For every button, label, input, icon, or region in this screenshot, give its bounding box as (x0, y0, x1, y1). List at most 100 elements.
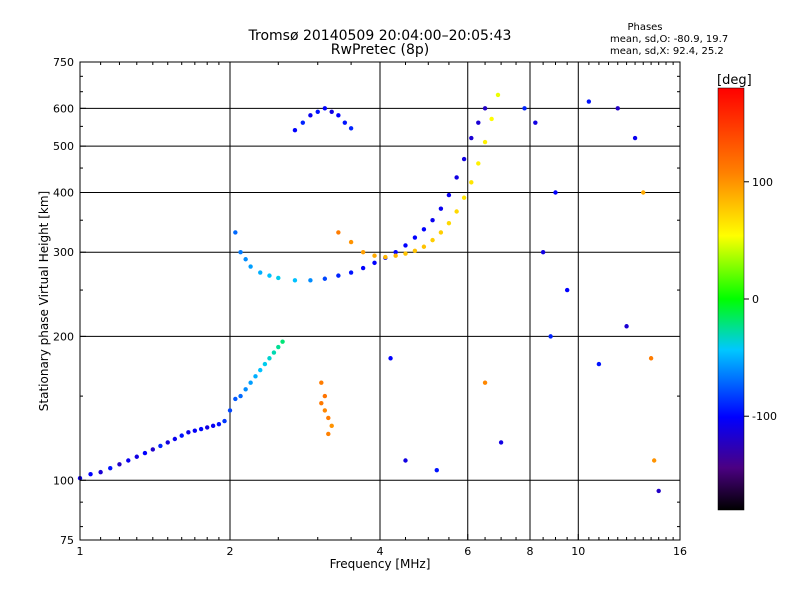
data-point (276, 344, 281, 350)
data-point (126, 458, 131, 463)
data-point (258, 270, 263, 275)
data-point (179, 433, 184, 438)
data-point (438, 230, 444, 235)
stats-line-o: mean, sd,O: -80.9, 19.7 (610, 34, 728, 45)
data-point (498, 440, 504, 445)
data-point (88, 471, 93, 477)
data-point (165, 440, 170, 445)
data-point (248, 380, 253, 385)
data-point (656, 488, 661, 494)
data-point (403, 458, 408, 463)
data-point (322, 276, 328, 281)
data-point (421, 244, 427, 249)
colorbar-label: [deg] (717, 73, 752, 88)
y-tick-label: 500 (53, 140, 74, 153)
data-point (564, 287, 570, 293)
data-point (482, 139, 488, 145)
data-point (469, 135, 474, 141)
data-point (548, 334, 553, 339)
data-point (476, 120, 481, 125)
data-point (624, 324, 629, 329)
data-point (329, 109, 334, 115)
data-point (421, 227, 427, 232)
data-point (430, 237, 435, 243)
data-point (461, 156, 467, 162)
data-point (434, 467, 439, 473)
data-point (476, 161, 481, 166)
data-point (553, 190, 558, 195)
data-point (322, 393, 328, 399)
data-point (248, 264, 253, 269)
y-tick-label: 100 (53, 474, 74, 487)
data-point (336, 273, 341, 278)
x-tick-label: 8 (527, 545, 534, 558)
data-point (308, 278, 313, 283)
data-point (204, 425, 210, 430)
data-point (267, 356, 272, 361)
colorbar (717, 87, 745, 511)
data-point (198, 426, 204, 432)
data-point (292, 278, 298, 283)
data-point (233, 396, 238, 402)
data-point (319, 400, 324, 406)
data-point (262, 361, 268, 367)
data-point (615, 106, 620, 111)
data-point (342, 120, 348, 125)
grid (80, 62, 680, 540)
y-tick-label: 300 (53, 246, 74, 259)
data-point (238, 250, 243, 255)
data-point (348, 126, 354, 131)
data-point (533, 120, 538, 125)
data-point (446, 221, 452, 226)
data-point (186, 430, 191, 435)
x-axis-ticks: 1 2 4 6 8 10 16 (77, 62, 687, 558)
x-tick-label: 16 (673, 545, 687, 558)
y-tick-label: 400 (53, 186, 74, 199)
data-point (192, 428, 198, 433)
data-point (495, 92, 501, 98)
data-point (322, 408, 328, 413)
data-point (271, 350, 277, 355)
data-point (336, 113, 341, 118)
data-point (586, 99, 592, 104)
data-point (522, 106, 527, 111)
data-point (393, 253, 398, 258)
data-point (336, 230, 341, 235)
data-point (348, 239, 354, 245)
data-point (469, 180, 474, 185)
data-point (540, 250, 546, 255)
data-point (227, 408, 233, 413)
data-point (292, 127, 298, 133)
data-point (222, 418, 227, 424)
x-tick-label: 6 (464, 545, 471, 558)
data-point (651, 458, 657, 463)
y-tick-label: 600 (53, 102, 74, 115)
chart-title: Tromsø 20140509 20:04:00–20:05:43 (248, 28, 512, 44)
colorbar-tick-label: 100 (752, 176, 773, 189)
stats-line-x: mean, sd,X: 92.4, 25.2 (610, 46, 724, 57)
data-point (238, 393, 243, 399)
colorbar-ticks: 100 0 -100 (744, 176, 777, 423)
data-point (372, 253, 377, 258)
data-point (300, 120, 306, 125)
data-point (216, 422, 222, 427)
data-point (454, 175, 459, 180)
data-point (319, 380, 324, 385)
data-point (412, 235, 418, 240)
y-tick-label: 200 (53, 330, 74, 343)
data-point (315, 109, 320, 115)
data-point (403, 243, 408, 248)
data-point (648, 356, 654, 361)
data-point (632, 135, 638, 141)
data-point (326, 415, 331, 421)
data-point (454, 209, 459, 214)
data-point (322, 106, 328, 111)
data-point (596, 361, 602, 367)
data-point (308, 113, 313, 118)
data-point (267, 273, 272, 278)
data-point (388, 356, 393, 361)
chart-subtitle: RwPretec (8p) (331, 42, 429, 58)
y-axis-ticks: 75 100 200 300 400 500 600 750 (53, 56, 680, 547)
x-tick-label: 10 (571, 545, 585, 558)
data-point (134, 454, 139, 459)
